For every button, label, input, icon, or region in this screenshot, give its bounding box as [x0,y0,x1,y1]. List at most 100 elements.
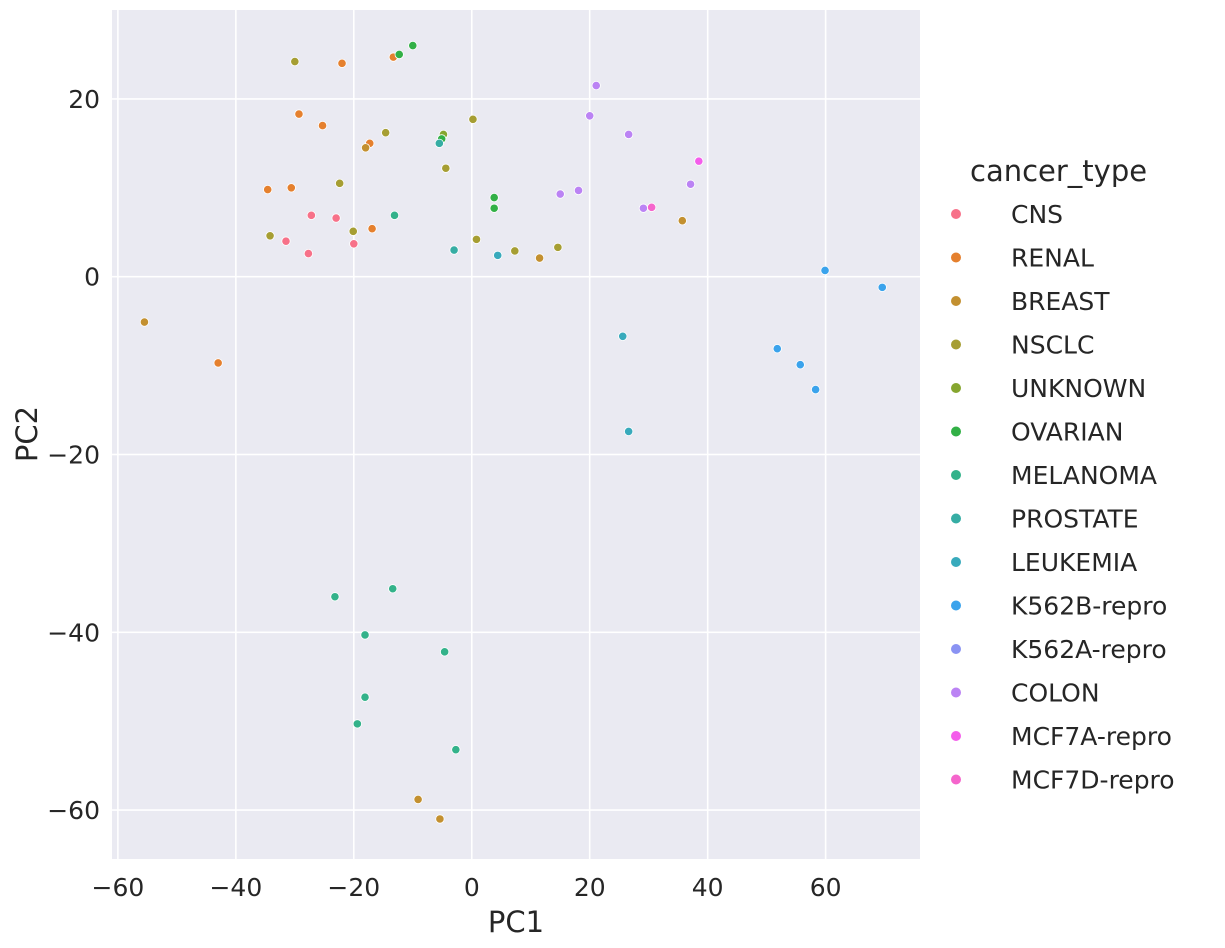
data-point [367,224,377,234]
legend-label: CNS [1011,200,1063,229]
legend-marker [951,513,961,524]
data-point [290,56,300,67]
data-point [263,184,273,195]
data-point [213,358,223,368]
x-tick-label: −40 [209,873,262,902]
legend-label: BREAST [1011,287,1110,316]
data-point [337,58,347,68]
legend-marker [951,252,961,263]
data-point [408,40,418,51]
legend-label: K562B-repro [1011,592,1167,621]
data-point [647,202,657,212]
data-point [317,120,328,131]
data-point [352,719,362,729]
data-point [624,129,634,140]
data-point [772,344,782,354]
data-point [413,794,423,805]
data-point [360,692,370,702]
data-point [677,216,687,226]
data-point [306,210,316,220]
data-point [434,138,444,148]
legend-marker [951,644,961,654]
data-point [281,236,291,246]
data-point [286,183,296,193]
data-point [265,231,275,241]
data-point [685,179,696,189]
data-point [294,109,304,119]
data-point [361,143,371,153]
data-point [348,226,358,236]
data-point [493,250,503,260]
legend-marker [951,731,961,741]
legend-title: cancer_type [970,154,1147,188]
data-point [795,360,805,370]
legend-label: MCF7D-repro [1011,766,1175,795]
data-point [360,630,370,640]
legend-label: COLON [1011,679,1100,708]
data-point [553,242,563,252]
legend-marker [951,339,961,350]
legend-label: NSCLC [1011,331,1094,360]
data-point [349,239,359,249]
data-point [489,192,499,203]
data-point [468,114,478,124]
legend-marker [951,600,961,611]
data-point [330,592,340,602]
data-point [618,331,628,341]
data-point [394,49,404,60]
legend-marker [951,687,961,698]
data-point [389,210,400,220]
data-points [139,40,887,824]
data-point [573,185,584,196]
data-point [811,385,821,395]
data-point [381,128,391,138]
legend-label: PROSTATE [1011,505,1139,534]
legend-marker [951,774,961,785]
legend-marker [951,470,961,480]
data-point [451,745,461,755]
y-tick-label: 20 [68,85,100,114]
legend-marker [951,296,961,306]
data-point [441,163,451,173]
legend-marker [951,209,961,219]
y-tick-labels: −60 −40 −20 0 20 [47,85,100,825]
data-point [388,584,398,594]
data-point [820,265,830,276]
legend-marker [951,426,961,437]
legend-label: K562A-repro [1011,635,1167,664]
data-point [591,80,601,91]
x-tick-labels: −60 −40 −20 0 20 40 60 [92,873,842,902]
data-point [335,178,345,188]
data-point [510,246,520,256]
data-point [694,156,704,166]
legend-label: MELANOMA [1011,461,1157,490]
data-point [624,426,634,436]
legend-label: UNKNOWN [1011,374,1146,403]
x-tick-label: 20 [574,873,606,902]
legend-label: LEUKEMIA [1011,548,1137,577]
data-point [489,203,499,213]
legend: cancer_type CNS RENAL BREAST NSCLC UNKNOWN OV… [951,154,1175,795]
data-point [303,248,313,259]
data-point [638,203,648,213]
data-point [471,234,482,244]
data-point [449,245,459,255]
y-tick-label: −40 [47,618,100,647]
data-point [877,282,887,292]
x-tick-label: 40 [692,873,724,902]
data-point [440,647,450,657]
data-point [435,814,445,824]
data-point [585,111,595,121]
y-axis-label: PC2 [10,406,44,462]
y-tick-label: −20 [47,441,100,470]
data-point [534,253,545,263]
legend-label: MCF7A-repro [1011,722,1172,751]
x-axis-label: PC1 [488,905,544,939]
x-tick-label: 60 [810,873,842,902]
grid-lines [112,10,920,859]
legend-label: RENAL [1011,244,1094,273]
plot-background [112,10,920,859]
legend-label: OVARIAN [1011,418,1123,447]
x-tick-label: 0 [464,873,480,902]
